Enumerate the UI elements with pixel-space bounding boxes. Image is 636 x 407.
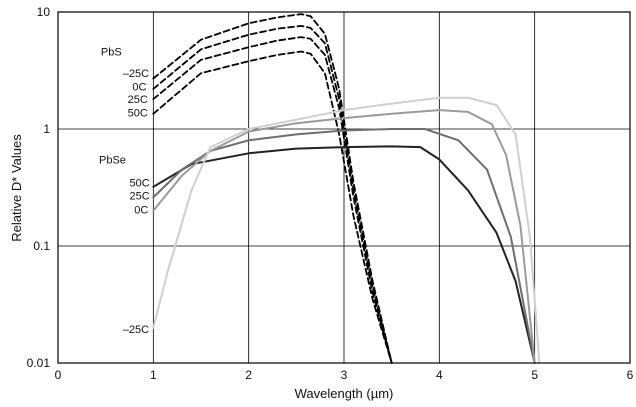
annotation-label: 0C: [132, 82, 146, 94]
annotation-label: 50C: [130, 177, 150, 189]
x-tick-label: 1: [150, 368, 157, 382]
annotation-label: –25C: [123, 68, 149, 80]
y-tick-label: 1: [43, 122, 50, 136]
pbs-50c-series-line: [152, 50, 393, 364]
annotation-label: PbSe: [99, 154, 126, 166]
x-tick-label: 2: [245, 368, 252, 382]
y-tick-label: 0.1: [33, 239, 50, 253]
pbse-minus-25c-series-line: [152, 96, 541, 364]
x-tick-label: 4: [436, 368, 443, 382]
series-group: [152, 13, 541, 364]
tick-labels: 0 1 2 3 4 5 6 10 1 0.1 0.01: [27, 5, 634, 382]
pbs-25c-series-line: [152, 36, 393, 364]
y-tick-label: 0.01: [27, 356, 51, 370]
x-tick-label: 5: [531, 368, 538, 382]
pbs-0c-series-line: [152, 24, 393, 364]
pbse-0c-series-line: [152, 109, 536, 364]
y-tick-label: 10: [37, 5, 51, 19]
x-axis-label: Wavelength (µm): [295, 386, 394, 401]
x-tick-label: 3: [341, 368, 348, 382]
x-tick-label: 6: [627, 368, 634, 382]
y-axis-label: Relative D* Values: [9, 134, 24, 242]
plot-frame: [57, 11, 631, 364]
pbse-50c-series-line: [152, 145, 536, 364]
annotation-label: 25C: [130, 191, 150, 203]
pbs-minus-25c-series-line: [152, 13, 393, 364]
x-tick-label: 0: [55, 368, 62, 382]
annotation-label: –25C: [123, 324, 149, 336]
annotation-label: 25C: [128, 94, 148, 106]
grid: [58, 12, 630, 363]
annotation-label: 0C: [134, 205, 148, 217]
annotation-label: 50C: [128, 108, 148, 120]
annotation-label: PbS: [101, 46, 122, 58]
